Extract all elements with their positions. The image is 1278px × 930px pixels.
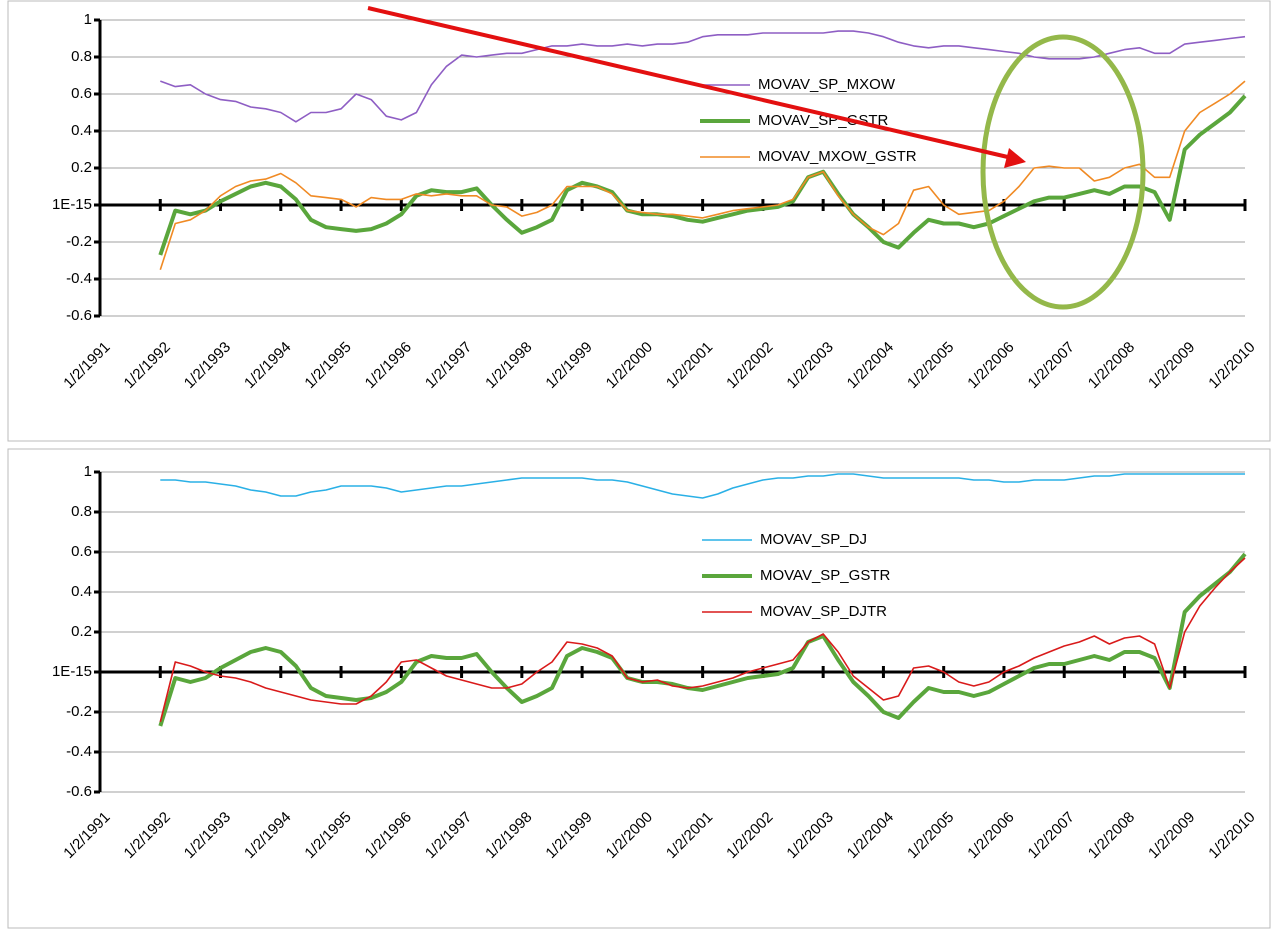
y-tick-label: 1E-15 xyxy=(52,663,92,680)
y-tick-label: 0.2 xyxy=(71,623,92,640)
y-tick-label: 0.8 xyxy=(71,503,92,520)
y-tick-label: -0.2 xyxy=(66,233,92,250)
chart-frame xyxy=(7,0,1271,442)
y-tick-label: 0.2 xyxy=(71,159,92,176)
annotation-arrowhead xyxy=(1004,148,1026,168)
chart-frame xyxy=(7,448,1271,929)
legend-label: MOVAV_SP_MXOW xyxy=(758,76,896,93)
y-tick-label: 1 xyxy=(84,11,92,28)
y-tick-label: -0.6 xyxy=(66,783,92,800)
series-line xyxy=(158,552,1247,727)
series-line xyxy=(159,80,1246,271)
y-tick-label: -0.4 xyxy=(66,270,92,287)
y-tick-label: 0.6 xyxy=(71,85,92,102)
y-tick-label: 1E-15 xyxy=(52,196,92,213)
series-line xyxy=(160,473,1245,499)
highlight-ellipse xyxy=(980,34,1146,310)
series-line xyxy=(158,94,1247,256)
y-tick-label: -0.2 xyxy=(66,703,92,720)
y-tick-label: 0.6 xyxy=(71,543,92,560)
y-tick-label: 0.4 xyxy=(71,122,92,139)
legend-label: MOVAV_SP_GSTR xyxy=(758,112,888,129)
annotation-arrow xyxy=(367,6,1013,160)
y-tick-label: 1 xyxy=(84,463,92,480)
series-line xyxy=(160,30,1246,123)
y-tick-label: 0.4 xyxy=(71,583,92,600)
legend-label: MOVAV_SP_GSTR xyxy=(760,567,890,584)
series-line xyxy=(159,557,1246,723)
y-tick-label: -0.6 xyxy=(66,307,92,324)
legend-label: MOVAV_SP_DJTR xyxy=(760,603,887,620)
legend-label: MOVAV_MXOW_GSTR xyxy=(758,148,917,165)
legend-label: MOVAV_SP_DJ xyxy=(760,531,867,548)
y-tick-label: 0.8 xyxy=(71,48,92,65)
y-tick-label: -0.4 xyxy=(66,743,92,760)
